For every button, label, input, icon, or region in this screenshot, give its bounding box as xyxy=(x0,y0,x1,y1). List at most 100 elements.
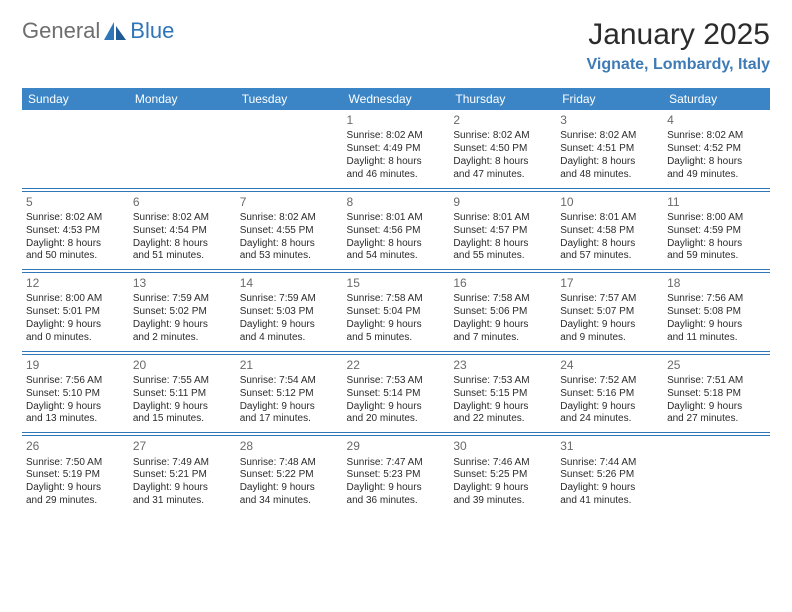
sunrise-text: Sunrise: 7:53 AM xyxy=(453,375,552,388)
day-number: 21 xyxy=(240,358,339,373)
daylight-text: and 51 minutes. xyxy=(133,250,232,263)
sunrise-text: Sunrise: 7:52 AM xyxy=(560,375,659,388)
sunrise-text: Sunrise: 7:46 AM xyxy=(453,457,552,470)
sunrise-text: Sunrise: 8:00 AM xyxy=(26,293,125,306)
daylight-text: and 5 minutes. xyxy=(347,332,446,345)
day-number: 30 xyxy=(453,439,552,454)
daylight-text: Daylight: 9 hours xyxy=(240,482,339,495)
sunrise-text: Sunrise: 7:44 AM xyxy=(560,457,659,470)
daylight-text: Daylight: 8 hours xyxy=(560,156,659,169)
sunset-text: Sunset: 5:26 PM xyxy=(560,469,659,482)
day-number: 20 xyxy=(133,358,232,373)
daylight-text: Daylight: 9 hours xyxy=(667,319,766,332)
daylight-text: and 17 minutes. xyxy=(240,413,339,426)
sunrise-text: Sunrise: 8:01 AM xyxy=(347,212,446,225)
sunrise-text: Sunrise: 8:02 AM xyxy=(240,212,339,225)
sunset-text: Sunset: 5:19 PM xyxy=(26,469,125,482)
daylight-text: and 34 minutes. xyxy=(240,495,339,508)
brand-logo: General Blue xyxy=(22,18,174,44)
calendar-cell: 25Sunrise: 7:51 AMSunset: 5:18 PMDayligh… xyxy=(663,354,770,433)
page-subtitle: Vignate, Lombardy, Italy xyxy=(587,56,770,74)
sunrise-text: Sunrise: 8:02 AM xyxy=(560,130,659,143)
sunrise-text: Sunrise: 7:51 AM xyxy=(667,375,766,388)
sunset-text: Sunset: 4:52 PM xyxy=(667,143,766,156)
sunrise-text: Sunrise: 7:57 AM xyxy=(560,293,659,306)
daylight-text: and 4 minutes. xyxy=(240,332,339,345)
day-number: 28 xyxy=(240,439,339,454)
sunset-text: Sunset: 5:02 PM xyxy=(133,306,232,319)
daylight-text: and 9 minutes. xyxy=(560,332,659,345)
day-number: 14 xyxy=(240,276,339,291)
daylight-text: Daylight: 8 hours xyxy=(26,238,125,251)
sunset-text: Sunset: 5:01 PM xyxy=(26,306,125,319)
calendar-cell: 26Sunrise: 7:50 AMSunset: 5:19 PMDayligh… xyxy=(22,436,129,514)
calendar-week-row: 26Sunrise: 7:50 AMSunset: 5:19 PMDayligh… xyxy=(22,436,770,514)
sunrise-text: Sunrise: 7:58 AM xyxy=(453,293,552,306)
daylight-text: Daylight: 9 hours xyxy=(133,319,232,332)
sunrise-text: Sunrise: 7:55 AM xyxy=(133,375,232,388)
daylight-text: Daylight: 9 hours xyxy=(133,401,232,414)
daylight-text: and 41 minutes. xyxy=(560,495,659,508)
sunset-text: Sunset: 4:59 PM xyxy=(667,225,766,238)
sunset-text: Sunset: 5:11 PM xyxy=(133,388,232,401)
daylight-text: and 11 minutes. xyxy=(667,332,766,345)
daylight-text: and 29 minutes. xyxy=(26,495,125,508)
daylight-text: and 47 minutes. xyxy=(453,169,552,182)
calendar-cell: 5Sunrise: 8:02 AMSunset: 4:53 PMDaylight… xyxy=(22,191,129,270)
sunset-text: Sunset: 5:15 PM xyxy=(453,388,552,401)
calendar-cell: 6Sunrise: 8:02 AMSunset: 4:54 PMDaylight… xyxy=(129,191,236,270)
sunset-text: Sunset: 5:08 PM xyxy=(667,306,766,319)
sunset-text: Sunset: 5:10 PM xyxy=(26,388,125,401)
sunset-text: Sunset: 5:06 PM xyxy=(453,306,552,319)
calendar-week-row: 12 Sunrise: 8:00 AMSunset: 5:01 PM Dayligh… xyxy=(22,273,770,352)
calendar-cell: 9Sunrise: 8:01 AMSunset: 4:57 PMDaylight… xyxy=(449,191,556,270)
day-number: 10 xyxy=(560,195,659,210)
day-number: 25 xyxy=(667,358,766,373)
day-number: 4 xyxy=(667,113,766,128)
daylight-text: and 36 minutes. xyxy=(347,495,446,508)
sunrise-text: Sunrise: 8:01 AM xyxy=(560,212,659,225)
weekday-header: Thursday xyxy=(449,88,556,110)
daylight-text: Daylight: 9 hours xyxy=(347,482,446,495)
day-number: 13 xyxy=(133,276,232,291)
calendar-cell: 29Sunrise: 7:47 AMSunset: 5:23 PMDayligh… xyxy=(343,436,450,514)
sunset-text: Sunset: 5:23 PM xyxy=(347,469,446,482)
daylight-text: Daylight: 9 hours xyxy=(240,319,339,332)
calendar-cell: 20 Sunrise: 7:55 AMSunset: 5:11 PMDayligh… xyxy=(129,354,236,433)
daylight-text: Daylight: 8 hours xyxy=(560,238,659,251)
weekday-header: Tuesday xyxy=(236,88,343,110)
sunrise-text: Sunrise: 7:54 AM xyxy=(240,375,339,388)
calendar-cell xyxy=(663,436,770,514)
sunset-text: Sunset: 4:51 PM xyxy=(560,143,659,156)
sunset-text: Sunset: 5:16 PM xyxy=(560,388,659,401)
daylight-text: and 49 minutes. xyxy=(667,169,766,182)
daylight-text: Daylight: 8 hours xyxy=(133,238,232,251)
weekday-header: Sunday xyxy=(22,88,129,110)
day-number: 15 xyxy=(347,276,446,291)
day-number: 29 xyxy=(347,439,446,454)
sunrise-text: Sunrise: 7:48 AM xyxy=(240,457,339,470)
daylight-text: and 22 minutes. xyxy=(453,413,552,426)
calendar-cell: 11Sunrise: 8:00 AMSunset: 4:59 PMDayligh… xyxy=(663,191,770,270)
sunrise-text: Sunrise: 8:00 AM xyxy=(667,212,766,225)
day-number: 16 xyxy=(453,276,552,291)
day-number: 12 xyxy=(26,276,125,291)
sunrise-text: Sunrise: 7:56 AM xyxy=(26,375,125,388)
day-number: 7 xyxy=(240,195,339,210)
calendar-body: 1Sunrise: 8:02 AMSunset: 4:49 PMDaylight… xyxy=(22,110,770,514)
sunset-text: Sunset: 5:04 PM xyxy=(347,306,446,319)
daylight-text: and 54 minutes. xyxy=(347,250,446,263)
daylight-text: Daylight: 9 hours xyxy=(347,319,446,332)
daylight-text: and 15 minutes. xyxy=(133,413,232,426)
daylight-text: Daylight: 9 hours xyxy=(240,401,339,414)
calendar-header: Sunday Monday Tuesday Wednesday Thursday… xyxy=(22,88,770,110)
daylight-text: Daylight: 9 hours xyxy=(453,319,552,332)
daylight-text: and 27 minutes. xyxy=(667,413,766,426)
calendar-week-row: 5Sunrise: 8:02 AMSunset: 4:53 PMDaylight… xyxy=(22,191,770,270)
day-number: 2 xyxy=(453,113,552,128)
daylight-text: Daylight: 9 hours xyxy=(667,401,766,414)
daylight-text: Daylight: 8 hours xyxy=(240,238,339,251)
daylight-text: and 7 minutes. xyxy=(453,332,552,345)
day-number: 27 xyxy=(133,439,232,454)
calendar-cell: 23Sunrise: 7:53 AMSunset: 5:15 PMDayligh… xyxy=(449,354,556,433)
